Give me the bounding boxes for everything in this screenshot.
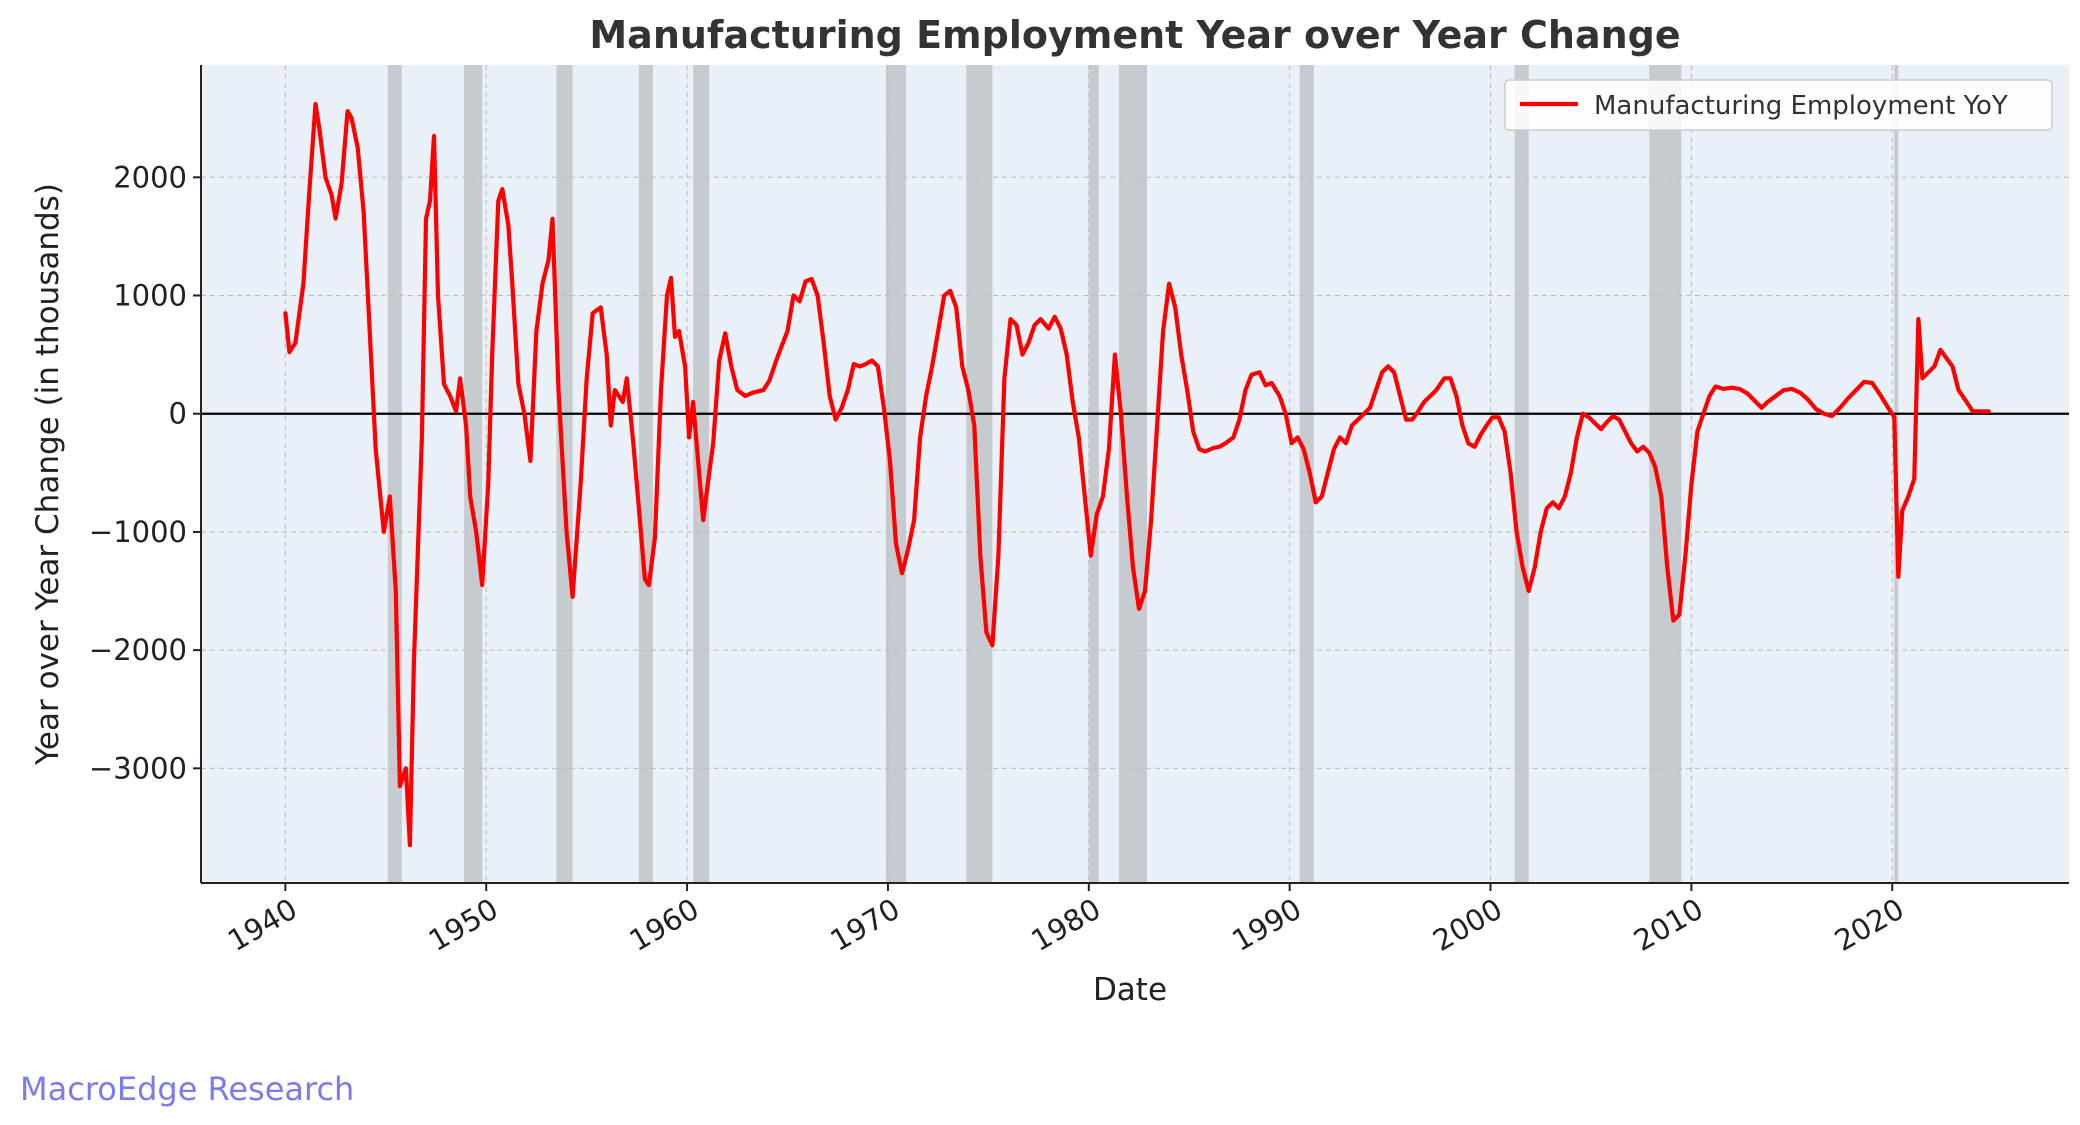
watermark: MacroEdge Research [20, 1070, 354, 1108]
recession-band [1514, 65, 1529, 883]
x-tick-label: 1990 [1226, 892, 1307, 958]
recession-band [966, 65, 993, 883]
axes [200, 65, 2069, 884]
x-tick-label: 1970 [825, 892, 906, 958]
x-tick-label: 2020 [1829, 892, 1910, 958]
recession-band [1649, 65, 1682, 883]
y-tick-label: 1000 [113, 279, 187, 313]
recession-bands [387, 65, 1899, 883]
x-ticks: 1940 1950 1960 1970 1980 1990 2000 2010 2020 [222, 883, 1910, 958]
y-tick-label: 2000 [113, 160, 187, 194]
recession-band [638, 65, 653, 883]
series-line [283, 101, 1991, 848]
legend-box [1504, 79, 2053, 131]
y-tick-label: −3000 [89, 751, 187, 785]
y-axis-label: Year over Year Change (in thousands) [30, 183, 66, 766]
x-tick-label: 2000 [1427, 892, 1508, 958]
y-tick-label: −1000 [89, 515, 187, 549]
x-tick-label: 1940 [222, 892, 303, 958]
recession-band [1118, 65, 1148, 883]
recession-band [1088, 65, 1099, 883]
legend: Manufacturing Employment YoY [1504, 79, 2053, 131]
x-tick-label: 1950 [423, 892, 504, 958]
recession-band [1299, 65, 1314, 883]
chart-title: Manufacturing Employment Year over Year … [589, 13, 1680, 57]
recession-band [885, 65, 907, 883]
y-tick-label: 0 [169, 397, 187, 431]
x-tick-label: 1960 [624, 892, 705, 958]
grid-lines [201, 65, 2069, 883]
y-ticks: −3000 −2000 −1000 0 1000 2000 [89, 160, 201, 785]
x-tick-label: 2010 [1628, 892, 1709, 958]
y-tick-label: −2000 [89, 633, 187, 667]
legend-label: Manufacturing Employment YoY [1594, 91, 2008, 121]
x-axis-label: Date [1093, 972, 1167, 1008]
recession-band [464, 65, 483, 883]
x-tick-label: 1980 [1025, 892, 1106, 958]
